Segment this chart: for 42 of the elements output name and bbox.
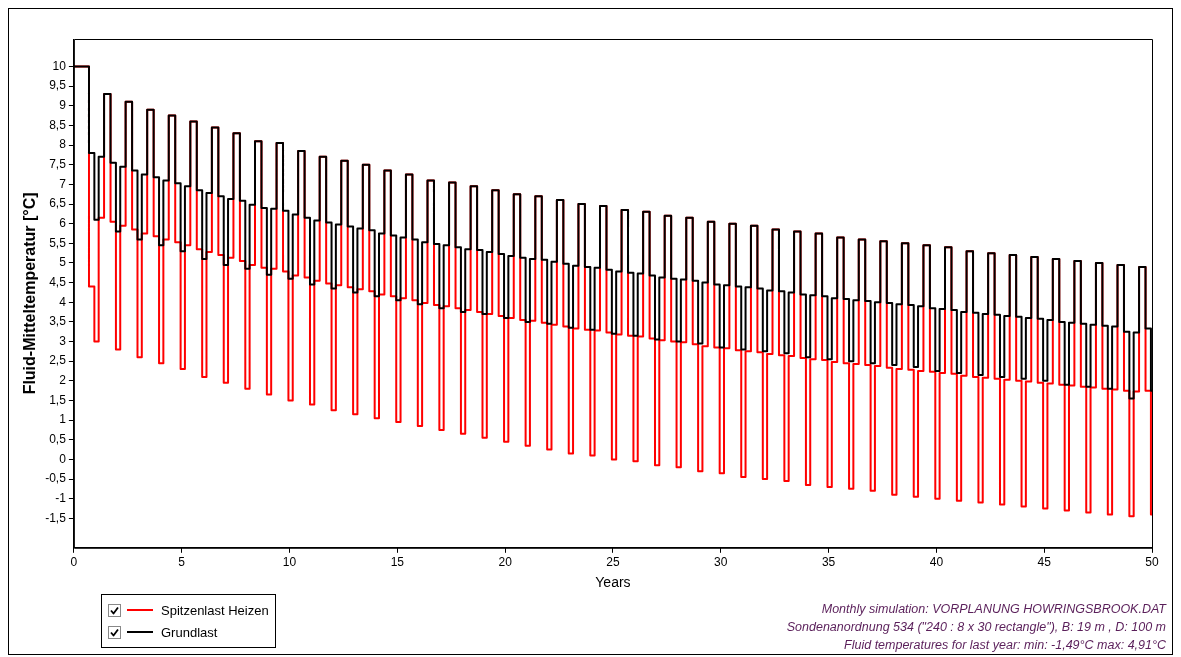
- y-tick-label: 7: [59, 176, 67, 191]
- text: Monthly simulation: VORPLANUNG HOWRINGSBROOK.DAT: [820, 601, 1166, 618]
- y-tick-label: 6: [59, 215, 67, 230]
- y-tick-label: 5: [59, 255, 67, 270]
- x-tick-label: 45: [1037, 555, 1052, 570]
- x-tick-label: 30: [714, 555, 728, 570]
- y-tick-label: 0: [59, 451, 67, 466]
- x-tick-label: 25: [606, 555, 620, 570]
- text: Fluid temperatures for last year: min: -1,49°C max: 4,91°C: [843, 637, 1166, 654]
- y-tick-label: 1: [59, 412, 67, 427]
- x-tick-label: 35: [821, 555, 836, 570]
- y-tick-label: -0,5: [45, 471, 67, 486]
- y-tick-label: 5,5: [49, 235, 67, 250]
- y-tick-label: 4,5: [49, 274, 67, 289]
- legend-label: Grundlast: [161, 624, 218, 640]
- y-axis-title: Fluid-Mitteltemperatur [°C]: [21, 192, 39, 395]
- y-tick-label: 3: [59, 333, 67, 348]
- x-tick-label: 15: [390, 555, 405, 570]
- text: Sondenanordnung 534 ("240 : 8 x 30 rectangle"), B: 19 m , D: 100 m: [786, 619, 1166, 636]
- y-tick-label: -1: [55, 491, 67, 505]
- x-tick-label: 50: [1145, 555, 1159, 570]
- y-tick-label: 8: [59, 137, 67, 152]
- y-tick-label: 1,5: [49, 392, 67, 407]
- x-tick-label: 10: [282, 555, 297, 570]
- y-tick-label: 4: [59, 294, 67, 309]
- y-tick-label: 9,5: [49, 78, 67, 93]
- y-tick-label: 6,5: [49, 196, 67, 211]
- y-tick-label: 7,5: [49, 157, 67, 172]
- legend-label: Spitzenlast Heizen: [161, 602, 269, 618]
- y-tick-label: 9: [59, 98, 67, 113]
- y-tick-label: 2,5: [49, 353, 67, 368]
- y-tick-label: 10: [52, 58, 67, 73]
- y-tick-label: 2: [59, 373, 67, 388]
- x-tick-label: 40: [929, 555, 944, 570]
- x-tick-label: 0: [70, 555, 78, 570]
- x-tick-label: 20: [498, 555, 513, 570]
- y-tick-label: 8,5: [49, 117, 67, 132]
- y-tick-label: 3,5: [49, 314, 67, 329]
- y-tick-label: -1,5: [45, 510, 67, 525]
- x-axis-title: Years: [595, 574, 631, 591]
- x-tick-label: 5: [178, 555, 186, 570]
- y-tick-label: 0,5: [49, 432, 67, 447]
